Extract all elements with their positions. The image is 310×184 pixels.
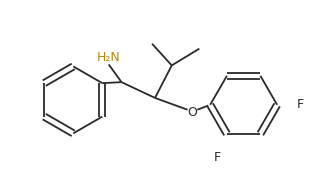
Text: H₂N: H₂N [97, 51, 121, 64]
Text: F: F [297, 98, 304, 111]
Text: F: F [214, 151, 221, 164]
Text: O: O [188, 106, 197, 119]
